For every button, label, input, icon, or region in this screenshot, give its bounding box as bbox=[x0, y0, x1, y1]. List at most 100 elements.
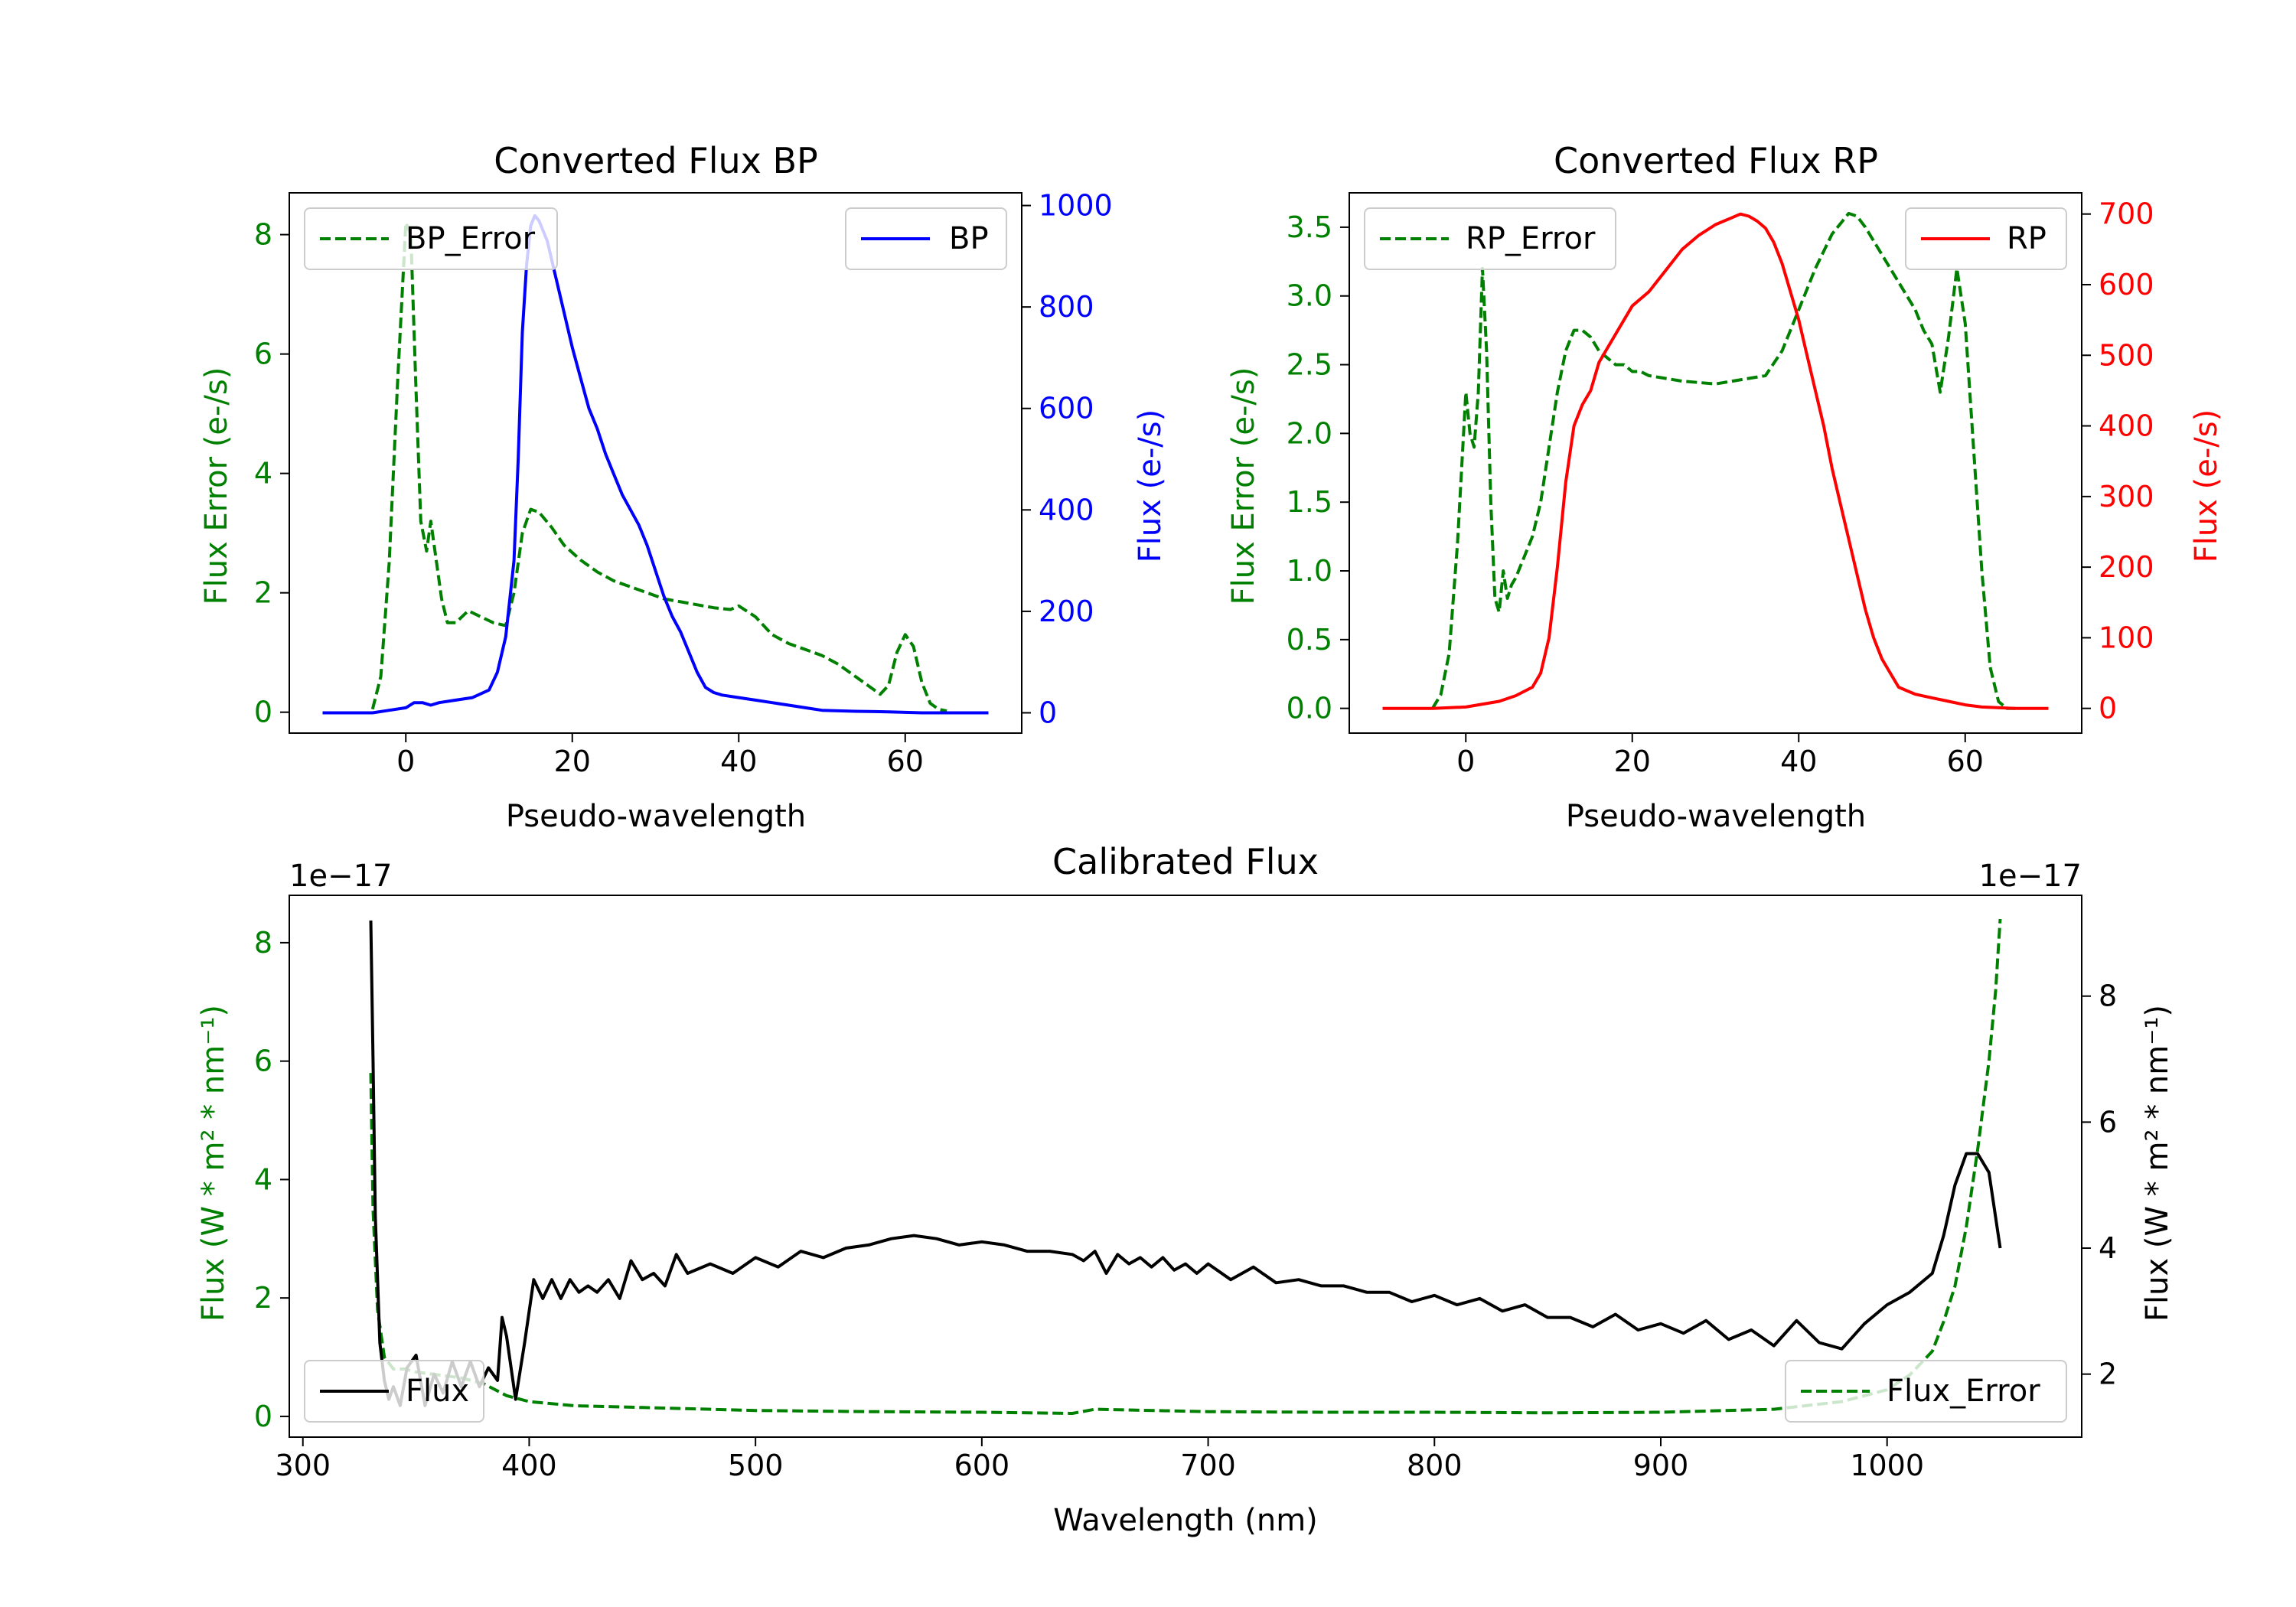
bp-flux-legend-label: BP bbox=[949, 221, 989, 256]
calibrated-flux-legend-box bbox=[304, 1360, 484, 1423]
calibrated-x-tick-label: 500 bbox=[728, 1449, 784, 1482]
bp-title: Converted Flux BP bbox=[494, 140, 818, 181]
calibrated-series-flux bbox=[369, 920, 2002, 1407]
rp-left-y-tick-label: 3.0 bbox=[1287, 279, 1332, 313]
rp-x-tick-label: 0 bbox=[1456, 745, 1475, 778]
rp-axes-frame bbox=[1349, 192, 2082, 734]
calibrated-left-y-tick-label: 0 bbox=[254, 1400, 272, 1433]
bp-series-bp-error bbox=[370, 221, 947, 713]
bp-axes-frame bbox=[289, 192, 1022, 734]
rp-right-y-label: Flux (e-/s) bbox=[2189, 409, 2224, 562]
calibrated-error-legend-box bbox=[1785, 1360, 2067, 1423]
rp-right-y-tick-label: 600 bbox=[2099, 268, 2154, 302]
calibrated-x-tick-label: 400 bbox=[501, 1449, 557, 1482]
rp-error-legend-box bbox=[1364, 207, 1616, 270]
rp-series-rp-error bbox=[1431, 211, 2015, 710]
bp-left-y-tick-label: 6 bbox=[254, 337, 272, 371]
rp-x-label: Pseudo-wavelength bbox=[1566, 799, 1866, 834]
bp-right-y-label: Flux (e-/s) bbox=[1133, 409, 1168, 562]
calibrated-x-tick-label: 700 bbox=[1180, 1449, 1236, 1482]
rp-error-legend-label: RP_Error bbox=[1466, 221, 1596, 256]
bp-flux-legend: BP bbox=[845, 207, 1007, 270]
rp-left-y-tick-label: 1.0 bbox=[1287, 554, 1332, 588]
rp-right-y-tick-label: 300 bbox=[2099, 480, 2154, 513]
rp-left-y-tick-label: 3.5 bbox=[1287, 210, 1332, 244]
calibrated-x-label: Wavelength (nm) bbox=[1053, 1503, 1318, 1538]
calibrated-error-legend: Flux_Error bbox=[1785, 1360, 2067, 1423]
bp-error-legend: BP_Error bbox=[304, 207, 558, 270]
bp-x-label: Pseudo-wavelength bbox=[506, 799, 806, 834]
rp-right-y-tick-label: 100 bbox=[2099, 621, 2154, 654]
bp-left-y-label: Flux Error (e-/s) bbox=[199, 367, 234, 605]
bp-error-legend-box bbox=[304, 207, 558, 270]
rp-series bbox=[1382, 211, 2049, 710]
bp-left-y-tick-label: 2 bbox=[254, 576, 272, 610]
calibrated-left-y-tick-label: 2 bbox=[254, 1281, 272, 1315]
calibrated-right-y-tick-label: 6 bbox=[2099, 1105, 2117, 1139]
calibrated-left-y-tick-label: 4 bbox=[254, 1162, 272, 1196]
rp-right-y-tick-label: 400 bbox=[2099, 409, 2154, 443]
rp-left-y-tick-label: 0.0 bbox=[1287, 692, 1332, 725]
bp-error-legend-label: BP_Error bbox=[406, 221, 536, 256]
calibrated-x-tick-label: 600 bbox=[954, 1449, 1010, 1482]
bp-x-tick-label: 20 bbox=[554, 745, 591, 778]
rp-left-y-tick-label: 0.5 bbox=[1287, 623, 1332, 657]
calibrated-right-y-tick-label: 2 bbox=[2099, 1358, 2117, 1391]
calibrated-x-tick-label: 800 bbox=[1407, 1449, 1463, 1482]
rp-x-tick-label: 20 bbox=[1614, 745, 1651, 778]
rp-right-y-tick-label: 500 bbox=[2099, 338, 2154, 372]
calibrated-axes-frame bbox=[289, 895, 2082, 1438]
bp-right-y-tick-label: 600 bbox=[1039, 392, 1094, 425]
bp-right-y-tick-label: 0 bbox=[1039, 696, 1057, 729]
calibrated-panel: Calibrated Flux 1e−17 1e−17 Wavelength (… bbox=[196, 841, 2175, 1538]
bp-left-y-tick-label: 8 bbox=[254, 218, 272, 252]
bp-right-y-tick-label: 800 bbox=[1039, 290, 1094, 324]
calibrated-left-y-tick-label: 8 bbox=[254, 926, 272, 960]
bp-left-y-tick-label: 4 bbox=[254, 457, 272, 491]
calibrated-error-legend-label: Flux_Error bbox=[1887, 1374, 2040, 1409]
rp-left-y-tick-label: 1.5 bbox=[1287, 485, 1332, 519]
calibrated-right-y-label: Flux (W * m² * nm⁻¹) bbox=[2140, 1005, 2175, 1322]
calibrated-x-tick-label: 300 bbox=[275, 1449, 331, 1482]
bp-panel: Converted Flux BP Pseudo-wavelength Flux… bbox=[199, 140, 1168, 834]
bp-left-y-tick-label: 0 bbox=[254, 696, 272, 729]
bp-x-tick-label: 40 bbox=[720, 745, 757, 778]
rp-ticks: 0 20 40 60 0.0 0.5 1.0 1.5 2.0 2.5 3.0 3.5 0 100 200 30… bbox=[1287, 197, 2154, 778]
calibrated-flux-legend: Flux bbox=[304, 1360, 484, 1423]
calibrated-series-flux-error bbox=[369, 918, 2002, 1415]
calibrated-left-offset: 1e−17 bbox=[289, 859, 392, 894]
rp-right-y-tick-label: 0 bbox=[2099, 692, 2117, 725]
calibrated-flux-legend-label: Flux bbox=[406, 1374, 469, 1409]
rp-title: Converted Flux RP bbox=[1554, 140, 1878, 181]
rp-series-rp bbox=[1382, 212, 2049, 710]
rp-left-y-tick-label: 2.0 bbox=[1287, 416, 1332, 450]
rp-left-y-tick-label: 2.5 bbox=[1287, 348, 1332, 382]
calibrated-series bbox=[369, 918, 2002, 1415]
calibrated-ticks: 300 400 500 600 700 800 900 1000 0 2 4 6 8 2 4 6 8 bbox=[254, 926, 2117, 1482]
rp-left-y-label: Flux Error (e-/s) bbox=[1226, 367, 1261, 605]
bp-right-y-tick-label: 200 bbox=[1039, 595, 1094, 628]
rp-error-legend: RP_Error bbox=[1364, 207, 1616, 270]
bp-right-y-tick-label: 400 bbox=[1039, 493, 1094, 526]
rp-x-tick-label: 60 bbox=[1947, 745, 1984, 778]
bp-series-bp bbox=[322, 214, 989, 715]
calibrated-left-y-tick-label: 6 bbox=[254, 1045, 272, 1078]
calibrated-x-tick-label: 1000 bbox=[1850, 1449, 1924, 1482]
bp-x-tick-label: 60 bbox=[887, 745, 924, 778]
bp-right-y-tick-label: 1000 bbox=[1039, 189, 1113, 223]
calibrated-title: Calibrated Flux bbox=[1052, 841, 1319, 882]
rp-flux-legend-label: RP bbox=[2007, 221, 2047, 256]
rp-x-tick-label: 40 bbox=[1780, 745, 1817, 778]
rp-right-y-tick-label: 200 bbox=[2099, 550, 2154, 584]
rp-panel: Converted Flux RP Pseudo-wavelength Flux… bbox=[1226, 140, 2224, 834]
calibrated-right-offset: 1e−17 bbox=[1979, 859, 2082, 894]
calibrated-x-tick-label: 900 bbox=[1633, 1449, 1689, 1482]
bp-x-tick-label: 0 bbox=[396, 745, 415, 778]
calibrated-right-y-tick-label: 8 bbox=[2099, 980, 2117, 1013]
calibrated-left-y-label: Flux (W * m² * nm⁻¹) bbox=[196, 1005, 231, 1322]
calibrated-right-y-tick-label: 4 bbox=[2099, 1231, 2117, 1265]
bp-series bbox=[322, 214, 989, 715]
rp-right-y-tick-label: 700 bbox=[2099, 197, 2154, 231]
